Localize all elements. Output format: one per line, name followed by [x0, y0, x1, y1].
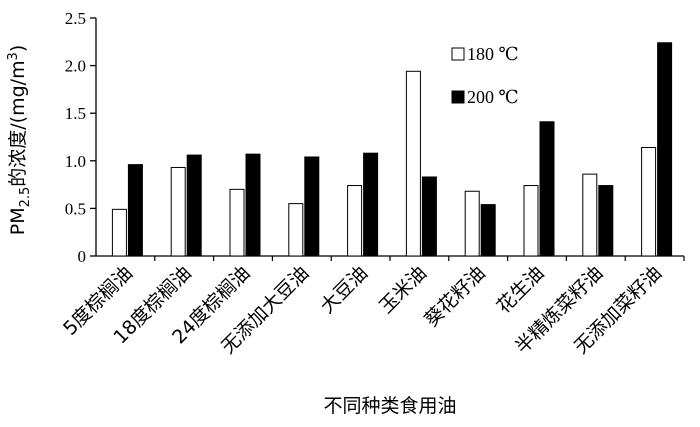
bar-180-5 — [405, 70, 421, 257]
bar-180-4 — [347, 185, 363, 257]
bar-180-3 — [288, 203, 304, 257]
y-title-subscript: 2.5 — [18, 187, 33, 208]
x-axis-title: 不同种类食用油 — [323, 395, 456, 417]
bar-180-9 — [641, 146, 657, 257]
bar-200-9 — [657, 42, 673, 257]
legend-swatch-180 — [451, 47, 465, 61]
y-tick-label: 1.0 — [65, 152, 86, 171]
x-category-label: 大豆油 — [316, 262, 372, 318]
legend-label-180: 180 ℃ — [467, 44, 519, 64]
bar-180-1 — [170, 166, 186, 257]
bar-180-6 — [464, 190, 480, 257]
legend-label-200: 200 ℃ — [467, 87, 519, 107]
bar-200-2 — [245, 153, 261, 257]
x-category-label: 葵花籽油 — [420, 262, 489, 331]
y-tick-label: 0 — [78, 247, 87, 266]
y-title-prefix: PM — [7, 207, 29, 235]
y-tick-label: 1.5 — [65, 104, 86, 123]
legend: 180 ℃ 200 ℃ — [451, 44, 519, 107]
y-title-middle: 的浓度/(mg/m — [7, 60, 29, 186]
bar-200-0 — [127, 164, 143, 257]
bar-200-5 — [421, 176, 437, 257]
x-category-label: 玉米油 — [375, 262, 431, 318]
x-category-label: 花生油 — [493, 262, 549, 318]
bar-200-4 — [363, 152, 379, 257]
y-title-superscript: 3 — [6, 52, 21, 60]
y-ticks: 0 0.5 1.0 1.5 2.0 2.5 — [65, 9, 96, 266]
y-tick-label: 0.5 — [65, 199, 86, 218]
bar-200-6 — [480, 204, 496, 257]
bar-200-8 — [598, 185, 614, 257]
y-tick-label: 2.0 — [65, 57, 86, 76]
y-title-suffix: ) — [7, 45, 29, 52]
y-tick-label: 2.5 — [65, 9, 86, 28]
y-axis-title: PM2.5的浓度/(mg/m3) — [6, 45, 33, 236]
bar-200-1 — [186, 154, 202, 257]
legend-swatch-200 — [451, 90, 465, 104]
bar-180-7 — [523, 185, 539, 257]
bar-180-2 — [229, 188, 245, 257]
bar-200-7 — [539, 121, 555, 257]
bar-180-0 — [111, 208, 127, 257]
bars — [111, 42, 685, 261]
bar-200-3 — [304, 156, 320, 257]
bar-180-8 — [582, 173, 598, 257]
